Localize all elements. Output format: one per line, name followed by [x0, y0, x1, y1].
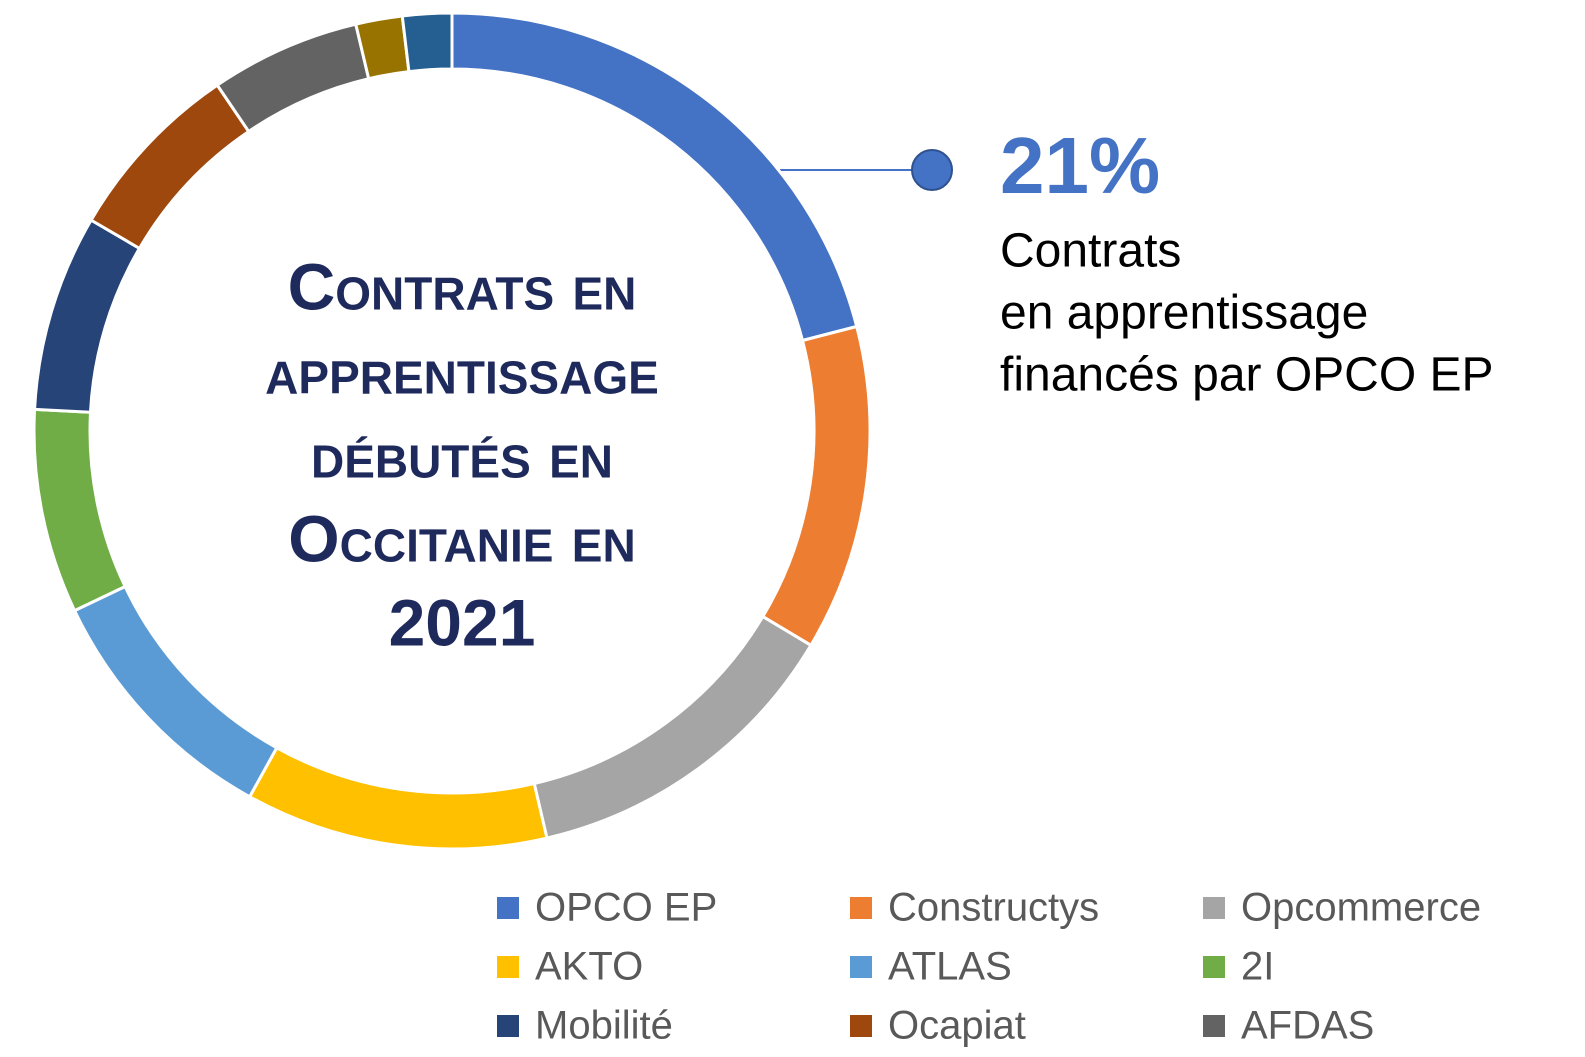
donut-segment	[532, 614, 813, 840]
donut-segment	[89, 83, 251, 251]
donut-segment	[247, 745, 549, 851]
donut-segment	[72, 584, 279, 799]
annotation-text: en apprentissage	[1000, 287, 1368, 340]
chart-title: débutés en	[311, 417, 613, 491]
legend-swatch	[850, 1015, 872, 1037]
legend-label: OPCO EP	[535, 886, 717, 930]
leader-dot	[911, 149, 953, 191]
donut-segment	[32, 407, 128, 613]
annotation-text: Contrats	[1000, 225, 1181, 278]
chart-title: Occitanie en	[288, 501, 635, 575]
donut-segment	[215, 22, 371, 134]
legend-swatch	[1203, 1015, 1225, 1037]
legend-swatch	[497, 956, 519, 978]
legend-label: Mobilité	[535, 1004, 673, 1048]
donut-segment	[32, 218, 142, 414]
legend-swatch	[850, 956, 872, 978]
legend-swatch	[497, 1015, 519, 1037]
legend-swatch	[1203, 897, 1225, 919]
legend-label: ATLAS	[888, 945, 1012, 989]
donut-segment	[760, 324, 872, 648]
chart-title: Contrats en	[288, 249, 637, 323]
legend-label: AFDAS	[1241, 1004, 1374, 1048]
legend-label: 2I	[1241, 945, 1274, 989]
annotation-value: 21%	[1000, 121, 1160, 210]
annotation-text: financés par OPCO EP	[1000, 349, 1494, 402]
chart-title: apprentissage	[265, 333, 659, 407]
legend-label: Constructys	[888, 886, 1099, 930]
legend-label: AKTO	[535, 945, 643, 989]
legend-swatch	[1203, 956, 1225, 978]
legend-swatch	[497, 897, 519, 919]
legend-swatch	[850, 897, 872, 919]
donut-segment	[400, 11, 454, 74]
legend-label: Ocapiat	[888, 1004, 1026, 1048]
legend-label: Opcommerce	[1241, 886, 1481, 930]
chart-title: 2021	[389, 585, 536, 659]
